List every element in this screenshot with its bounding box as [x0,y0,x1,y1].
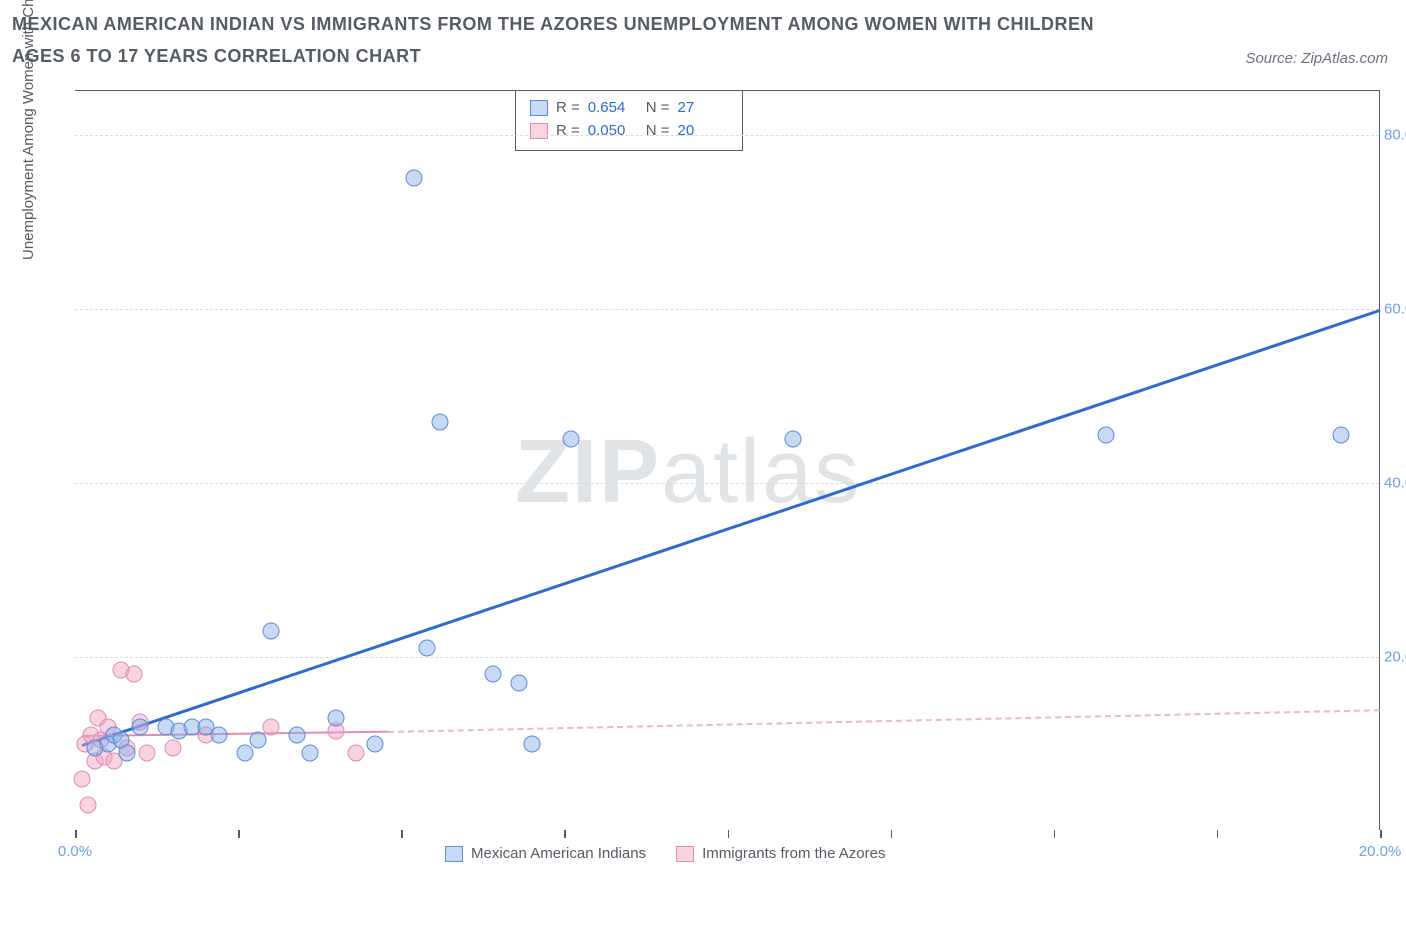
y-axis-label: Unemployment Among Women with Children A… [20,0,37,260]
xtick-mark [238,830,240,838]
gridline [75,657,1379,658]
legend-n-label: N = [646,97,670,120]
data-point [249,731,266,748]
legend-swatch-pink [676,846,694,862]
xtick-label: 20.0% [1359,843,1402,860]
xtick-mark [1380,830,1382,838]
data-point [406,170,423,187]
xtick-mark [728,830,730,838]
gridline [75,135,1379,136]
data-point [236,744,253,761]
data-point [484,666,501,683]
data-point [419,640,436,657]
gridline [75,483,1379,484]
watermark-zip: ZIP [515,422,661,522]
watermark-atlas: atlas [661,422,861,522]
legend-swatch-pink [530,123,548,139]
legend-n-value-0: 27 [678,97,728,120]
legend-swatch-blue [445,846,463,862]
data-point [1332,426,1349,443]
ytick-label: 80.0% [1384,126,1406,143]
data-point [80,796,97,813]
ytick-label: 60.0% [1384,300,1406,317]
legend-item-pink: Immigrants from the Azores [676,845,885,862]
legend-label-1: Immigrants from the Azores [702,845,885,862]
chart-plot-area: ZIPatlas R = 0.654 N = 27 R = 0.050 N = … [75,90,1380,830]
series-legend: Mexican American Indians Immigrants from… [445,845,886,862]
data-point [562,431,579,448]
gridline [75,309,1379,310]
data-point [347,744,364,761]
legend-row-blue: R = 0.654 N = 27 [530,97,728,120]
xtick-mark [891,830,893,838]
trend-line [388,709,1380,733]
legend-row-pink: R = 0.050 N = 20 [530,120,728,143]
data-point [210,727,227,744]
trend-line [81,309,1380,747]
legend-label-0: Mexican American Indians [471,845,646,862]
data-point [119,744,136,761]
data-point [73,770,90,787]
xtick-mark [1217,830,1219,838]
legend-r-label: R = [556,97,580,120]
legend-r-value-0: 0.654 [588,97,638,120]
data-point [301,744,318,761]
legend-item-blue: Mexican American Indians [445,845,646,862]
legend-r-value-1: 0.050 [588,120,638,143]
xtick-mark [564,830,566,838]
source-label: Source: ZipAtlas.com [1245,50,1388,67]
data-point [328,709,345,726]
data-point [510,675,527,692]
data-point [125,666,142,683]
data-point [262,622,279,639]
correlation-legend: R = 0.654 N = 27 R = 0.050 N = 20 [515,91,743,151]
data-point [288,727,305,744]
data-point [784,431,801,448]
chart-title: MEXICAN AMERICAN INDIAN VS IMMIGRANTS FR… [12,8,1112,73]
legend-n-value-1: 20 [678,120,728,143]
legend-swatch-blue [530,100,548,116]
data-point [262,718,279,735]
xtick-mark [1054,830,1056,838]
ytick-label: 20.0% [1384,648,1406,665]
data-point [132,718,149,735]
xtick-label: 0.0% [58,843,92,860]
xtick-mark [75,830,77,838]
legend-r-label: R = [556,120,580,143]
data-point [523,735,540,752]
data-point [432,413,449,430]
legend-n-label: N = [646,120,670,143]
ytick-label: 40.0% [1384,474,1406,491]
data-point [138,744,155,761]
xtick-mark [401,830,403,838]
data-point [367,735,384,752]
data-point [1097,426,1114,443]
data-point [164,740,181,757]
